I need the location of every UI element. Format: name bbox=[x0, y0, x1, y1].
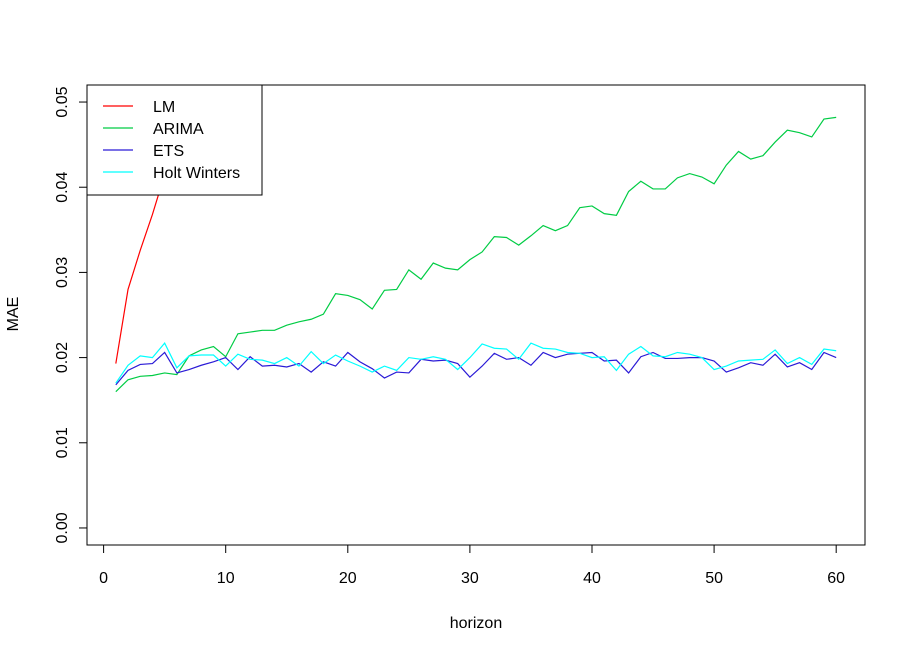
x-tick-label: 20 bbox=[339, 570, 357, 587]
series-line bbox=[115, 342, 837, 384]
legend-label: Holt Winters bbox=[153, 165, 240, 182]
x-tick-label: 40 bbox=[583, 570, 601, 587]
legend-label: LM bbox=[153, 99, 175, 116]
x-tick-label: 50 bbox=[705, 570, 723, 587]
series-line bbox=[115, 116, 837, 393]
x-axis-title: horizon bbox=[450, 615, 502, 632]
x-tick-label: 0 bbox=[99, 570, 108, 587]
y-tick-label: 0.05 bbox=[54, 86, 71, 117]
y-tick-label: 0.03 bbox=[54, 257, 71, 288]
y-tick-label: 0.04 bbox=[54, 172, 71, 203]
legend-label: ETS bbox=[153, 143, 184, 160]
y-tick-label: 0.00 bbox=[54, 512, 71, 543]
series-line bbox=[115, 351, 837, 386]
x-tick-label: 30 bbox=[461, 570, 479, 587]
x-tick-label: 10 bbox=[217, 570, 235, 587]
legend-label: ARIMA bbox=[153, 121, 204, 138]
y-axis-title: MAE bbox=[5, 297, 22, 332]
y-tick-label: 0.01 bbox=[54, 427, 71, 458]
x-tick-label: 60 bbox=[827, 570, 845, 587]
y-tick-label: 0.02 bbox=[54, 342, 71, 373]
legend-box bbox=[86, 84, 263, 196]
